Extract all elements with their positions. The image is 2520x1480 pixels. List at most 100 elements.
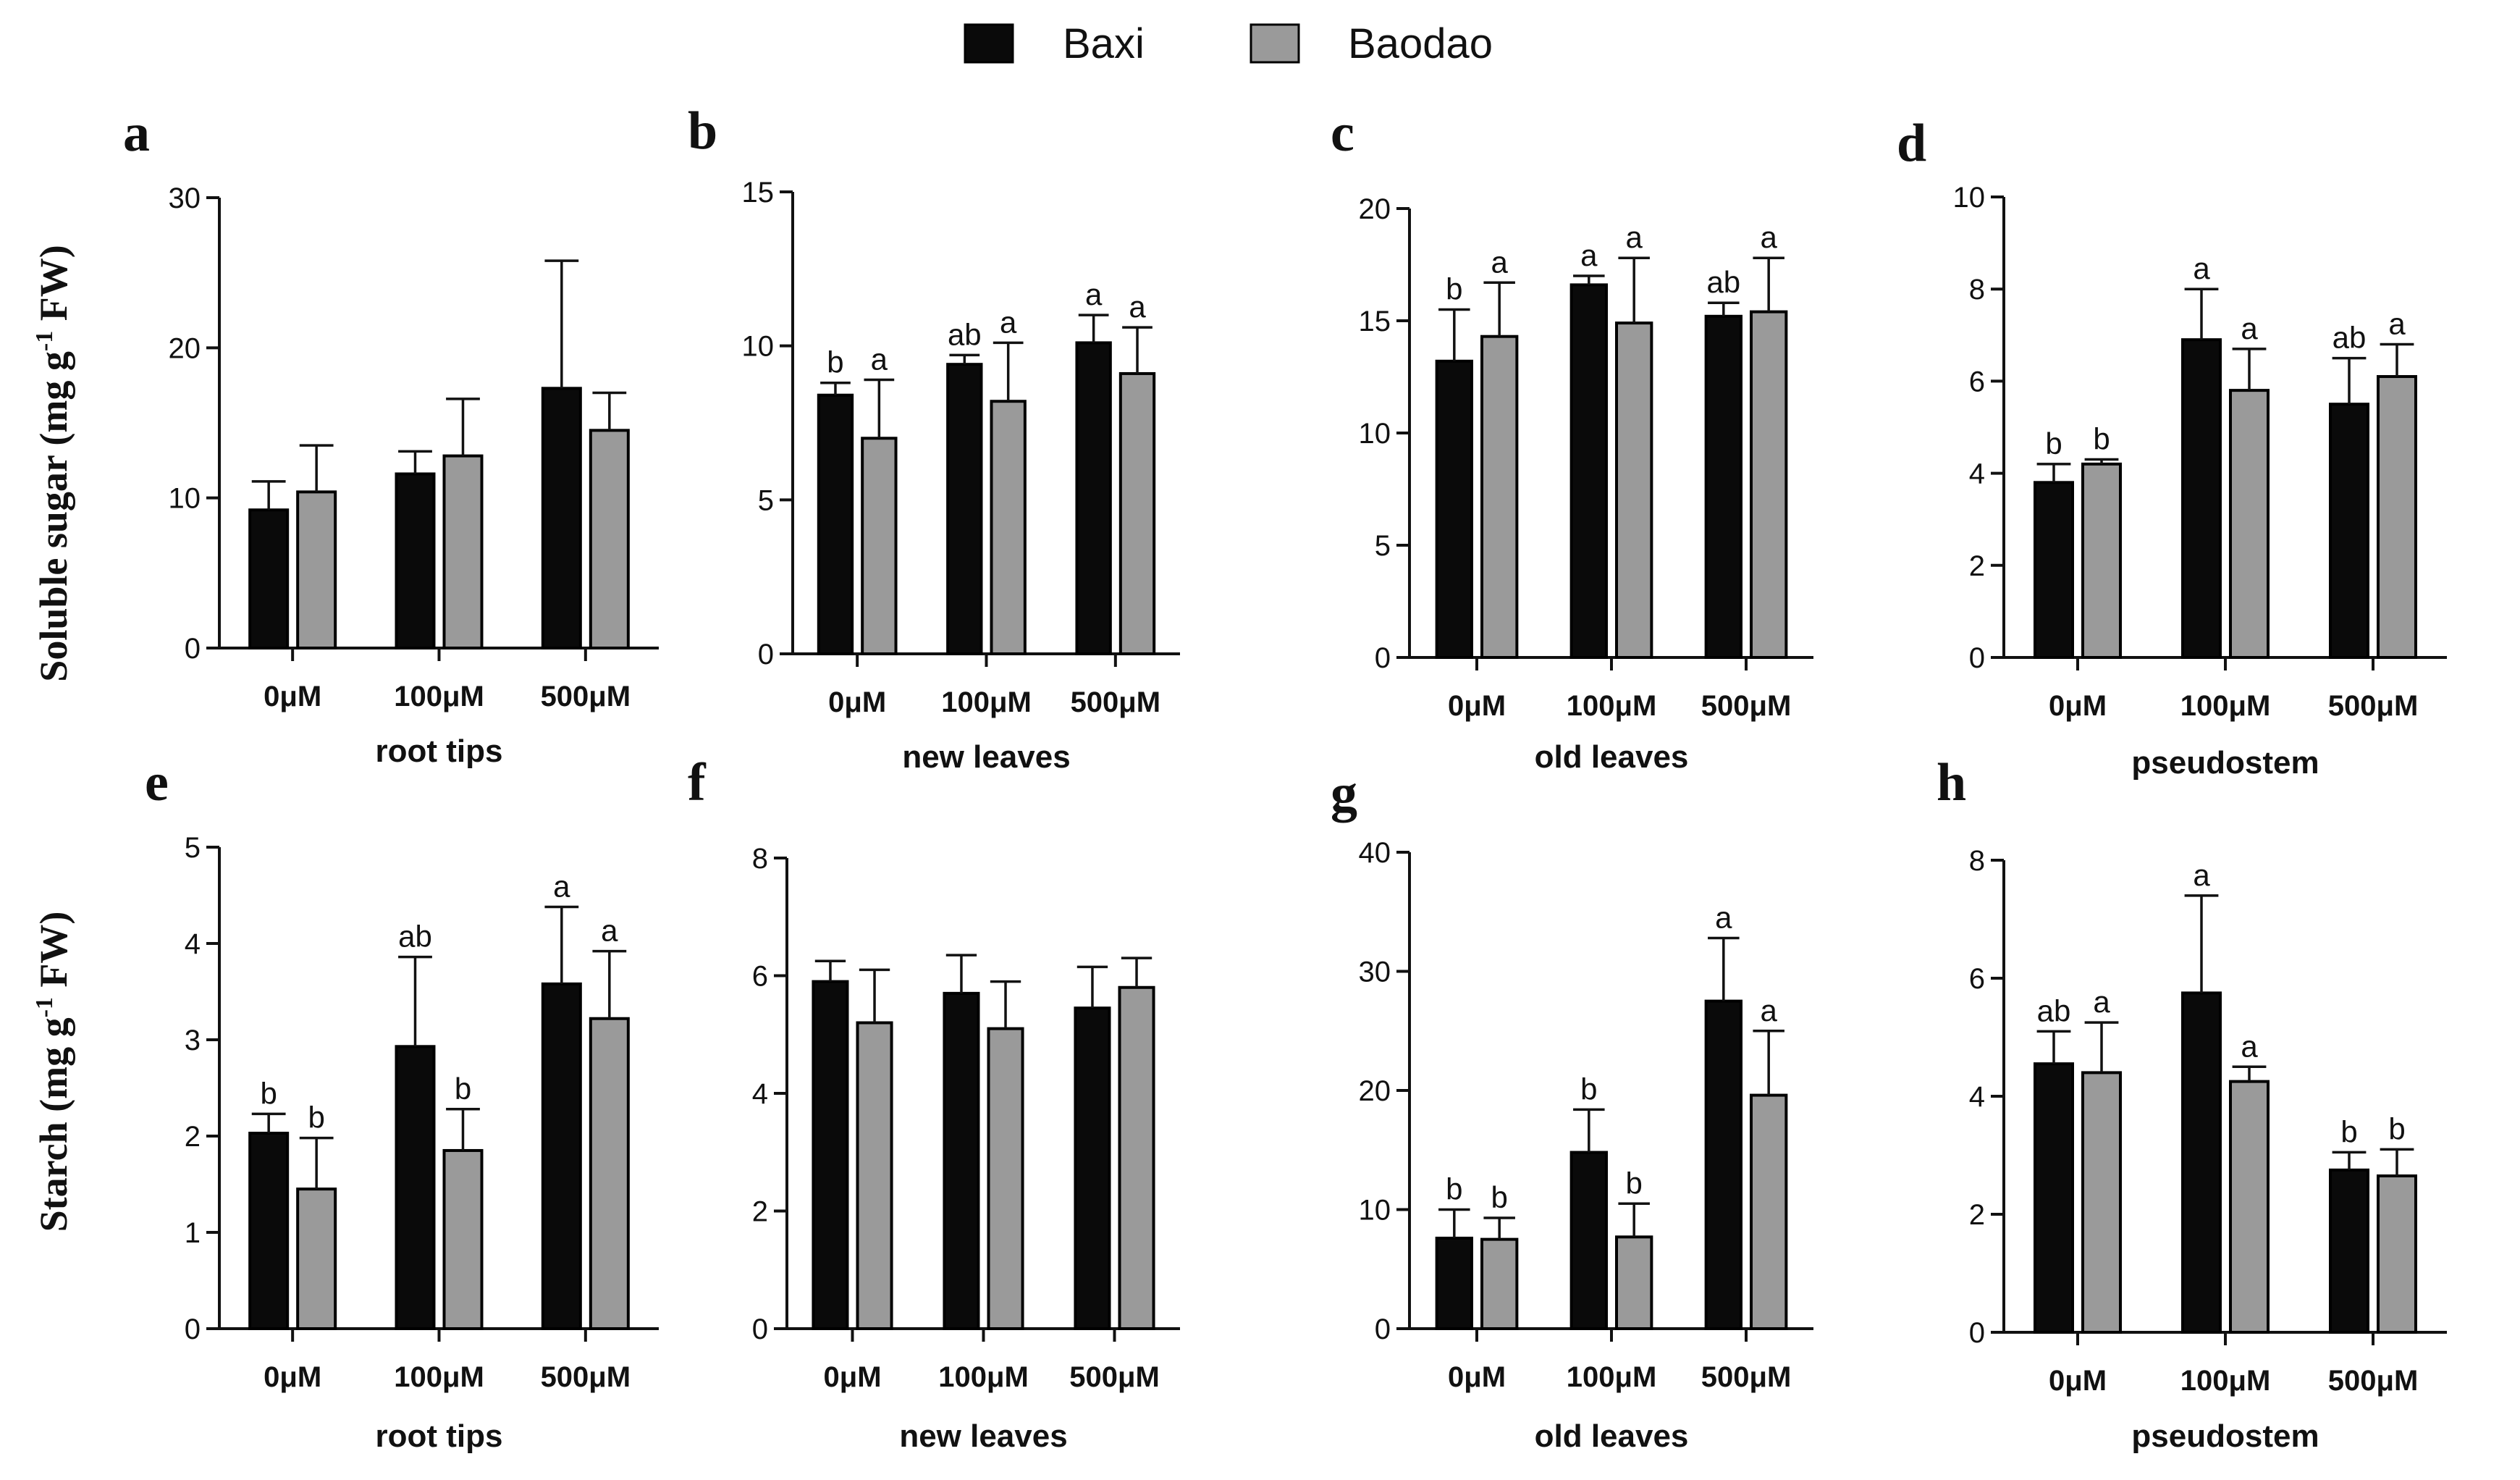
x-tick-label: 500μM [1701,690,1792,722]
bar-baxi-2 [1704,314,1742,659]
x-tick-label: 100μM [2180,1365,2271,1397]
y-tick-label: 10 [1953,182,1986,214]
significance-label: ab [2037,993,2071,1027]
bar-baodao-1 [990,400,1027,656]
x-tick-label: 100μM [2180,690,2271,722]
bar-baodao-0 [856,1021,893,1330]
y-tick-label: 4 [1969,1081,1985,1113]
bar-baodao-1 [987,1027,1024,1330]
bar-baxi-0 [1435,359,1474,659]
row-label-soluble-sugar-end: FW) [32,245,75,330]
x-tick-label: 100μM [938,1361,1029,1393]
bar-baxi-1 [1569,283,1608,659]
bar-baodao-1 [2229,1080,2270,1334]
bar-baxi-2 [1704,999,1742,1330]
y-tick-label: 3 [185,1025,201,1056]
row-label-starch-main: Starch (mg g [32,1017,75,1232]
significance-label: a [2193,858,2210,892]
x-tick-label: 0μM [2049,690,2107,722]
bar-baodao-2 [1750,310,1788,659]
bar-baodao-1 [2229,389,2270,659]
x-axis-label-d: pseudostem [2131,745,2319,781]
y-tick-label: 15 [1359,306,1391,337]
x-tick-label: 0μM [1448,1361,1506,1393]
y-tick-label: 40 [1359,837,1391,869]
x-tick-label: 100μM [394,681,484,712]
y-tick-label: 15 [742,177,775,209]
y-tick-label: 20 [1359,1075,1391,1107]
bar-baxi-0 [2034,481,2074,659]
panel-letter-f: f [688,753,707,812]
x-tick-label: 0μM [823,1361,881,1393]
bar-baodao-1 [442,1148,484,1330]
significance-label: b [1626,1166,1643,1200]
x-tick-label: 0μM [828,686,886,718]
y-tick-label: 8 [1969,845,1985,877]
row-label-soluble-sugar: Soluble sugar (mg g-1 FW) [31,245,75,681]
significance-label: a [1085,277,1103,311]
bar-baxi-0 [248,508,290,650]
row-label-soluble-sugar-main: Soluble sugar (mg g [32,351,75,682]
legend-swatch-baodao [1250,23,1300,64]
bar-baxi-2 [1074,1006,1111,1330]
x-tick-label: 0μM [264,681,321,712]
bar-baodao-2 [589,1017,630,1330]
significance-label: b [1580,1072,1597,1106]
significance-label: a [1580,238,1598,272]
bar-baodao-0 [2081,1071,2122,1334]
y-tick-label: 2 [1969,1199,1985,1231]
significance-label: b [2093,422,2110,456]
significance-label: a [2388,307,2406,341]
bar-baxi-0 [817,393,854,655]
x-tick-label: 500μM [1069,1361,1160,1393]
significance-label: ab [948,317,982,351]
y-tick-label: 6 [1969,366,1985,398]
x-tick-label: 0μM [2049,1365,2107,1397]
significance-label: a [2193,251,2210,285]
y-tick-label: 2 [752,1196,768,1228]
significance-label: a [1761,220,1778,254]
bar-baodao-2 [1118,371,1156,655]
x-tick-label: 500μM [2328,690,2419,722]
significance-label: b [2340,1114,2357,1148]
bar-baodao-1 [1615,1235,1653,1330]
significance-label: a [2093,985,2110,1019]
significance-label: b [2388,1111,2405,1145]
panel-letter-h: h [1937,753,1966,812]
bar-baodao-0 [296,1187,337,1331]
x-tick-label: 0μM [264,1361,321,1393]
significance-label: a [1715,900,1732,934]
y-tick-label: 30 [169,182,201,214]
x-tick-label: 500μM [2328,1365,2419,1397]
bar-baxi-2 [2329,403,2369,659]
significance-label: a [553,869,570,903]
significance-label: a [1626,220,1643,254]
bar-baodao-1 [1615,321,1653,659]
legend-label-baxi: Baxi [1063,20,1145,67]
y-tick-label: 2 [185,1121,201,1153]
x-tick-label: 500μM [541,681,631,712]
legend: Baxi Baodao [964,20,1493,67]
significance-label: a [601,914,618,948]
y-tick-label: 8 [1969,274,1985,306]
y-tick-label: 20 [169,332,201,364]
y-tick-label: 5 [185,832,201,864]
significance-label: b [308,1101,324,1135]
y-tick-label: 0 [1969,642,1985,674]
legend-swatch-baxi [964,23,1014,64]
bar-baodao-0 [1480,335,1519,659]
y-tick-label: 10 [742,331,775,363]
y-tick-label: 0 [752,1313,768,1345]
bar-baxi-0 [812,980,849,1330]
bar-baodao-2 [1118,985,1155,1330]
significance-label: b [1446,1172,1462,1206]
panel-a: a 0 10 20 30 0μM 100μM 500μM root tips [123,104,659,769]
y-tick-label: 5 [758,484,774,516]
bar-baxi-1 [2181,991,2222,1334]
panel-letter-g: g [1331,764,1357,823]
significance-label: a [1761,993,1778,1027]
significance-label: a [2241,1029,2258,1063]
bar-baxi-0 [248,1132,290,1330]
significance-label: b [1446,272,1462,306]
